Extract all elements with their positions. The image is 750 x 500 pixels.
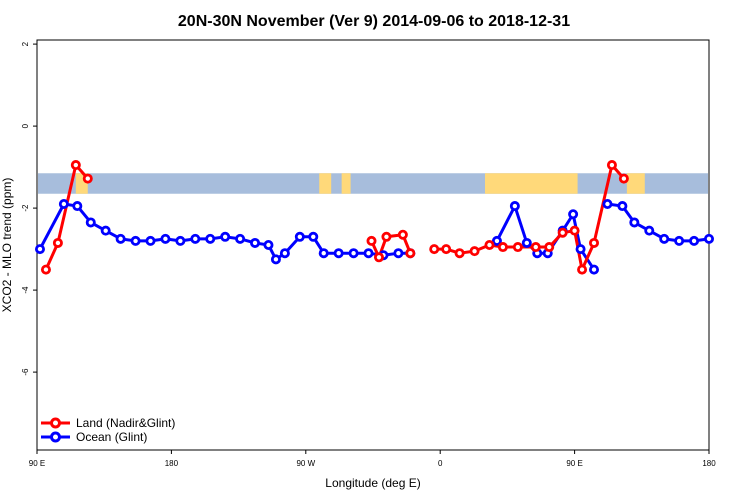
land-point bbox=[557, 227, 568, 238]
land-point bbox=[70, 160, 81, 171]
ocean-point bbox=[509, 201, 520, 212]
land-point bbox=[530, 242, 541, 253]
land-point bbox=[469, 246, 480, 257]
ocean-point bbox=[575, 244, 586, 255]
ocean-point bbox=[308, 231, 319, 242]
legend-ocean-label: Ocean (Glint) bbox=[76, 430, 147, 444]
y-axis-label: XCO2 - MLO trend (ppm) bbox=[0, 178, 14, 313]
ocean-point bbox=[674, 235, 685, 246]
ocean-point bbox=[220, 231, 231, 242]
map-land-4 bbox=[626, 173, 645, 194]
ocean-point bbox=[363, 248, 374, 259]
ocean-point bbox=[521, 237, 532, 248]
ocean-point bbox=[85, 217, 96, 228]
ocean-point bbox=[568, 209, 579, 220]
land-point bbox=[606, 160, 617, 171]
y-tick-label: 2 bbox=[21, 41, 30, 46]
y-tick-label: -2 bbox=[21, 204, 30, 212]
ocean-point bbox=[270, 254, 281, 265]
x-tick-label: 180 bbox=[165, 459, 179, 468]
ocean-point bbox=[704, 233, 715, 244]
land-point bbox=[373, 252, 384, 263]
ocean-point bbox=[318, 248, 329, 259]
x-axis-label: Longitude (deg E) bbox=[325, 476, 420, 490]
ocean-point bbox=[333, 248, 344, 259]
ocean-point bbox=[190, 233, 201, 244]
ocean-point bbox=[58, 198, 69, 209]
map-land-3 bbox=[485, 173, 578, 194]
plot-frame bbox=[36, 39, 710, 451]
map-land-0 bbox=[75, 173, 88, 194]
ocean-point bbox=[294, 231, 305, 242]
y-tick-label: -6 bbox=[21, 368, 30, 376]
ocean-point bbox=[659, 233, 670, 244]
x-tick-label: 90 E bbox=[566, 459, 582, 468]
ocean-point bbox=[263, 239, 274, 250]
land-point bbox=[429, 244, 440, 255]
ocean-point bbox=[235, 233, 246, 244]
ocean-point bbox=[72, 201, 83, 212]
land-point bbox=[569, 225, 580, 236]
ocean-point bbox=[250, 237, 261, 248]
x-tick-label: 0 bbox=[438, 459, 443, 468]
land-point bbox=[441, 244, 452, 255]
x-tick-label: 90 W bbox=[296, 459, 315, 468]
land-point bbox=[52, 237, 63, 248]
land-point bbox=[366, 235, 377, 246]
x-tick-label: 90 E bbox=[29, 459, 45, 468]
y-tick-label: -4 bbox=[21, 286, 30, 294]
ocean-point bbox=[160, 233, 171, 244]
ocean-point bbox=[145, 235, 156, 246]
land-point bbox=[544, 242, 555, 253]
ocean-point bbox=[589, 264, 600, 275]
ocean-point bbox=[644, 225, 655, 236]
y-axis: 2 0 -2 -4 -6 bbox=[21, 41, 37, 376]
map-strip bbox=[38, 173, 708, 194]
land-point bbox=[82, 173, 93, 184]
y-tick-label: 0 bbox=[21, 123, 30, 128]
land-point bbox=[381, 231, 392, 242]
legend: Land (Nadir&Glint) Ocean (Glint) bbox=[41, 416, 175, 444]
ocean-point bbox=[602, 198, 613, 209]
legend-land-marker bbox=[50, 417, 61, 429]
land-point bbox=[405, 248, 416, 259]
x-axis: 90 E 180 90 W 0 90 E 180 bbox=[29, 450, 716, 468]
land-point bbox=[589, 237, 600, 248]
chart-title: 20N-30N November (Ver 9) 2014-09-06 to 2… bbox=[178, 13, 570, 30]
ocean-point bbox=[689, 235, 700, 246]
legend-ocean-marker bbox=[50, 431, 61, 443]
ocean-point bbox=[279, 248, 290, 259]
map-land-2 bbox=[341, 173, 351, 194]
land-point bbox=[497, 242, 508, 253]
land-point bbox=[618, 173, 629, 184]
land-point bbox=[397, 229, 408, 240]
ocean-point bbox=[393, 248, 404, 259]
x-tick-label: 180 bbox=[702, 459, 716, 468]
ocean-point bbox=[100, 225, 111, 236]
series-layer bbox=[34, 160, 715, 275]
map-land-1 bbox=[319, 173, 332, 194]
ocean-point bbox=[34, 244, 45, 255]
ocean-point bbox=[115, 233, 126, 244]
ocean-point bbox=[205, 233, 216, 244]
ocean-point bbox=[130, 235, 141, 246]
land-point bbox=[40, 264, 51, 275]
ocean-point bbox=[175, 235, 186, 246]
ocean-point bbox=[491, 235, 502, 246]
ocean-point bbox=[617, 201, 628, 212]
land-point bbox=[454, 248, 465, 259]
land-point bbox=[512, 242, 523, 253]
ocean-point bbox=[348, 248, 359, 259]
legend-land-label: Land (Nadir&Glint) bbox=[76, 416, 175, 430]
land-point bbox=[577, 264, 588, 275]
land-point bbox=[484, 239, 495, 250]
ocean-point bbox=[629, 217, 640, 228]
